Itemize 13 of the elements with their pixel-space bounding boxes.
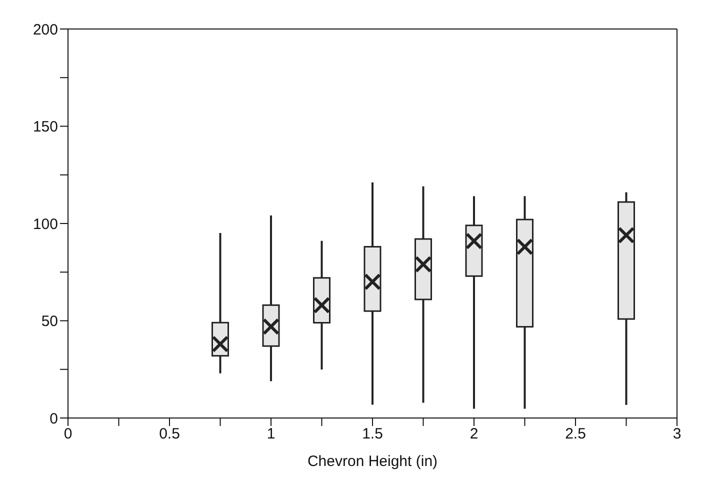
x-tick-label: 3 — [672, 426, 682, 443]
x-tick-label: 0 — [64, 426, 72, 443]
x-axis-title: Chevron Height (in) — [307, 453, 438, 470]
y-tick-label: 50 — [41, 313, 58, 330]
x-tick-label: 0.5 — [159, 426, 180, 443]
x-tick-label: 2.5 — [565, 426, 586, 443]
x-tick-label: 2 — [470, 426, 478, 443]
x-tick-label: 1 — [266, 426, 276, 443]
y-tick-label: 0 — [50, 410, 58, 428]
x-tick-label: 1.5 — [362, 426, 383, 443]
y-tick-label: 150 — [32, 118, 58, 136]
y-tick-label: 100 — [32, 216, 58, 233]
y-tick-label: 200 — [32, 21, 58, 38]
